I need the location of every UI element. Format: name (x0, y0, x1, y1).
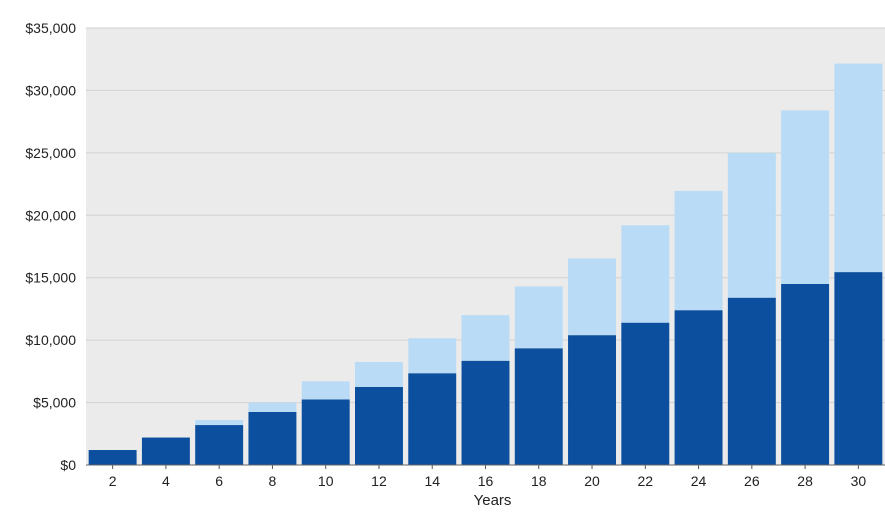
y-tick-label: $30,000 (25, 82, 76, 98)
x-tick-label: 28 (797, 473, 813, 489)
y-tick-label: $25,000 (25, 145, 76, 161)
x-tick-label: 22 (638, 473, 654, 489)
bar-segment-series-1 (461, 360, 510, 465)
y-tick-label: $15,000 (25, 270, 76, 286)
bar-segment-series-2 (514, 286, 563, 349)
x-tick-label: 4 (162, 473, 170, 489)
bar-segment-series-1 (674, 310, 723, 465)
y-tick-label: $20,000 (25, 207, 76, 223)
x-tick-label: 24 (691, 473, 707, 489)
bar-segment-series-1 (408, 373, 457, 465)
bar-segment-series-1 (621, 322, 670, 465)
y-axis-ticks: $0 $5,000 $10,000 $15,000 $20,000 $25,000 $30,… (25, 20, 76, 473)
bar-segment-series-1 (141, 437, 190, 465)
y-tick-label: $35,000 (25, 20, 76, 36)
bar-segment-series-2 (195, 420, 244, 426)
bar-segment-series-2 (621, 225, 670, 323)
bar-segment-series-1 (781, 283, 830, 465)
x-tick-label: 8 (269, 473, 277, 489)
bar-segment-series-2 (674, 190, 723, 311)
x-tick-label: 12 (371, 473, 387, 489)
bar-segment-series-1 (834, 272, 883, 465)
x-tick-label: 26 (744, 473, 760, 489)
bar-segment-series-1 (727, 297, 776, 465)
bar-segment-series-2 (834, 63, 883, 273)
x-tick-label: 2 (109, 473, 117, 489)
x-axis-ticks: 2 4 6 8 10 12 14 16 18 20 22 24 26 28 30 (86, 464, 885, 489)
bar-segment-series-1 (88, 450, 137, 465)
x-tick-label: 10 (318, 473, 334, 489)
y-tick-label: $0 (60, 457, 76, 473)
bar-segment-series-2 (354, 361, 403, 387)
y-tick-label: $10,000 (25, 332, 76, 348)
bar-segment-series-2 (461, 315, 510, 361)
bar-segment-series-1 (195, 425, 244, 465)
bar-segment-series-1 (248, 411, 297, 465)
y-tick-label: $5,000 (33, 395, 76, 411)
x-axis-title: Years (474, 492, 512, 509)
bar-segment-series-2 (408, 338, 457, 374)
bar-segment-series-2 (781, 110, 830, 284)
x-tick-label: 6 (215, 473, 223, 489)
x-tick-label: 20 (584, 473, 600, 489)
bar-segment-series-2 (248, 402, 297, 412)
x-tick-label: 14 (424, 473, 440, 489)
bar-segment-series-1 (568, 335, 617, 465)
bar-segment-series-2 (568, 258, 617, 336)
bars (88, 63, 883, 465)
bar-segment-series-1 (514, 348, 563, 465)
x-tick-label: 18 (531, 473, 547, 489)
x-tick-label: 16 (478, 473, 494, 489)
bar-segment-series-1 (354, 386, 403, 465)
bar-segment-series-1 (301, 399, 350, 465)
x-tick-label: 30 (851, 473, 867, 489)
bar-segment-series-2 (727, 152, 776, 298)
bar-segment-series-2 (301, 381, 350, 400)
